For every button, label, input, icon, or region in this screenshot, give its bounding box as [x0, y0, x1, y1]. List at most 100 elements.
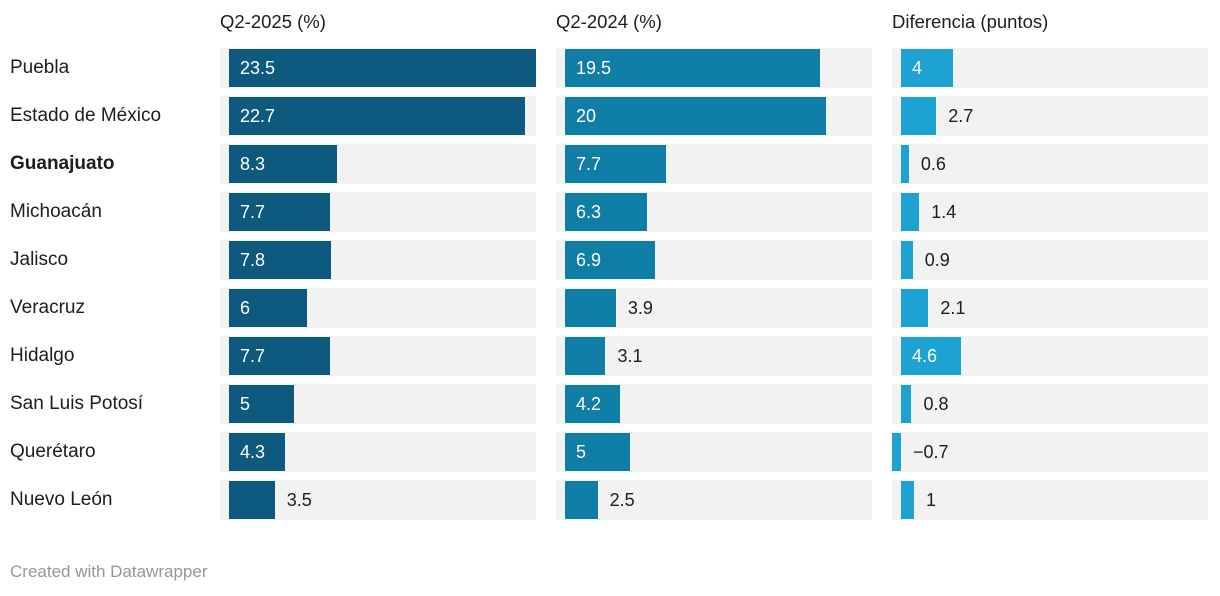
- row-label: San Luis Potosí: [10, 393, 144, 414]
- bar: [565, 241, 656, 279]
- bar: [901, 49, 954, 87]
- value-label: 1: [926, 490, 937, 510]
- row-label: Querétaro: [10, 441, 96, 462]
- bar: [901, 385, 912, 423]
- bar: [229, 385, 295, 423]
- bar: [229, 481, 275, 519]
- bar-track: 20: [556, 96, 872, 136]
- value-label: 7.7: [240, 346, 266, 366]
- bar-track: 7.7: [556, 144, 872, 184]
- bar: [565, 289, 616, 327]
- bar-track: 4.6: [892, 336, 1208, 376]
- value-label: 5: [240, 394, 251, 414]
- bar-track: 6.3: [556, 192, 872, 232]
- attribution-text: Created with Datawrapper: [10, 562, 208, 581]
- column-header-diferencia: Diferencia (puntos): [892, 11, 1049, 32]
- row-label: Jalisco: [10, 249, 69, 270]
- bar-track: 3.1: [556, 336, 872, 376]
- value-label: 4.3: [240, 442, 266, 462]
- bar: [891, 433, 901, 471]
- value-label: 3.5: [286, 490, 312, 510]
- value-label: 23.5: [240, 58, 276, 78]
- bar: [229, 337, 330, 375]
- value-label: −0.7: [913, 442, 949, 462]
- bar: [565, 337, 606, 375]
- bar-track: 7.7: [220, 336, 536, 376]
- bar-track: 3.5: [220, 480, 536, 520]
- bar-track: −0.7: [891, 432, 1208, 472]
- bar: [229, 145, 338, 183]
- bar: [901, 241, 913, 279]
- value-label: 2.7: [948, 106, 974, 126]
- bar: [565, 481, 598, 519]
- row-label: Michoacán: [10, 201, 102, 222]
- bar: [229, 289, 308, 327]
- bar-track: 2.7: [892, 96, 1208, 136]
- bar-track: 19.5: [556, 48, 872, 88]
- row-label: Estado de México: [10, 105, 162, 126]
- bar-track: 6.9: [556, 240, 872, 280]
- value-label: 6.3: [576, 202, 602, 222]
- value-label: 3.9: [627, 298, 653, 318]
- row-label: Guanajuato: [10, 153, 115, 174]
- value-label: 19.5: [576, 58, 612, 78]
- bar-track: 5: [556, 432, 872, 472]
- value-label: 0.9: [924, 250, 950, 270]
- bar-track: 6: [220, 288, 536, 328]
- value-label: 1.4: [931, 202, 957, 222]
- value-label: 20: [576, 106, 597, 126]
- bar: [901, 337, 962, 375]
- value-label: 0.6: [920, 154, 946, 174]
- bar: [901, 481, 915, 519]
- value-label: 22.7: [240, 106, 276, 126]
- column-header-q2-2025: Q2-2025 (%): [220, 11, 326, 32]
- bar: [229, 241, 331, 279]
- bar: [901, 289, 929, 327]
- value-label: 3.1: [617, 346, 643, 366]
- value-label: 4.6: [912, 346, 938, 366]
- value-label: 7.7: [576, 154, 602, 174]
- value-label: 2.1: [940, 298, 966, 318]
- bar-track: 22.7: [220, 96, 536, 136]
- bar: [565, 385, 620, 423]
- bar-track: 0.8: [892, 384, 1208, 424]
- bar-track: 7.8: [220, 240, 536, 280]
- value-label: 4.2: [576, 394, 602, 414]
- bar: [229, 49, 536, 87]
- bar-track: 4.2: [556, 384, 872, 424]
- bar-track: 0.9: [892, 240, 1208, 280]
- bar-track: 3.9: [556, 288, 872, 328]
- value-label: 7.7: [240, 202, 266, 222]
- bar: [565, 193, 648, 231]
- bar-track: 2.1: [892, 288, 1208, 328]
- value-label: 4: [912, 58, 923, 78]
- bar: [229, 97, 526, 135]
- bar-track: 8.3: [220, 144, 536, 184]
- bar-track: 5: [220, 384, 536, 424]
- bar-track: 1: [892, 480, 1208, 520]
- bar: [901, 193, 920, 231]
- row-label: Nuevo León: [10, 489, 113, 510]
- value-label: 8.3: [240, 154, 266, 174]
- bar-track: 0.6: [892, 144, 1208, 184]
- row-label: Hidalgo: [10, 345, 75, 366]
- value-label: 5: [576, 442, 587, 462]
- value-label: 0.8: [923, 394, 949, 414]
- bar: [565, 433, 631, 471]
- bar: [901, 145, 909, 183]
- bar: [565, 49, 820, 87]
- value-label: 6: [240, 298, 251, 318]
- bar-track: 7.7: [220, 192, 536, 232]
- bar: [901, 97, 937, 135]
- value-label: 2.5: [609, 490, 635, 510]
- column-header-q2-2024: Q2-2024 (%): [556, 11, 662, 32]
- bar: [229, 433, 286, 471]
- bar-track: 4: [892, 48, 1208, 88]
- bar-track: 4.3: [220, 432, 536, 472]
- bar: [565, 97, 827, 135]
- bar-track: 2.5: [556, 480, 872, 520]
- value-label: 7.8: [240, 250, 266, 270]
- bar-track: 1.4: [892, 192, 1208, 232]
- bar: [229, 193, 330, 231]
